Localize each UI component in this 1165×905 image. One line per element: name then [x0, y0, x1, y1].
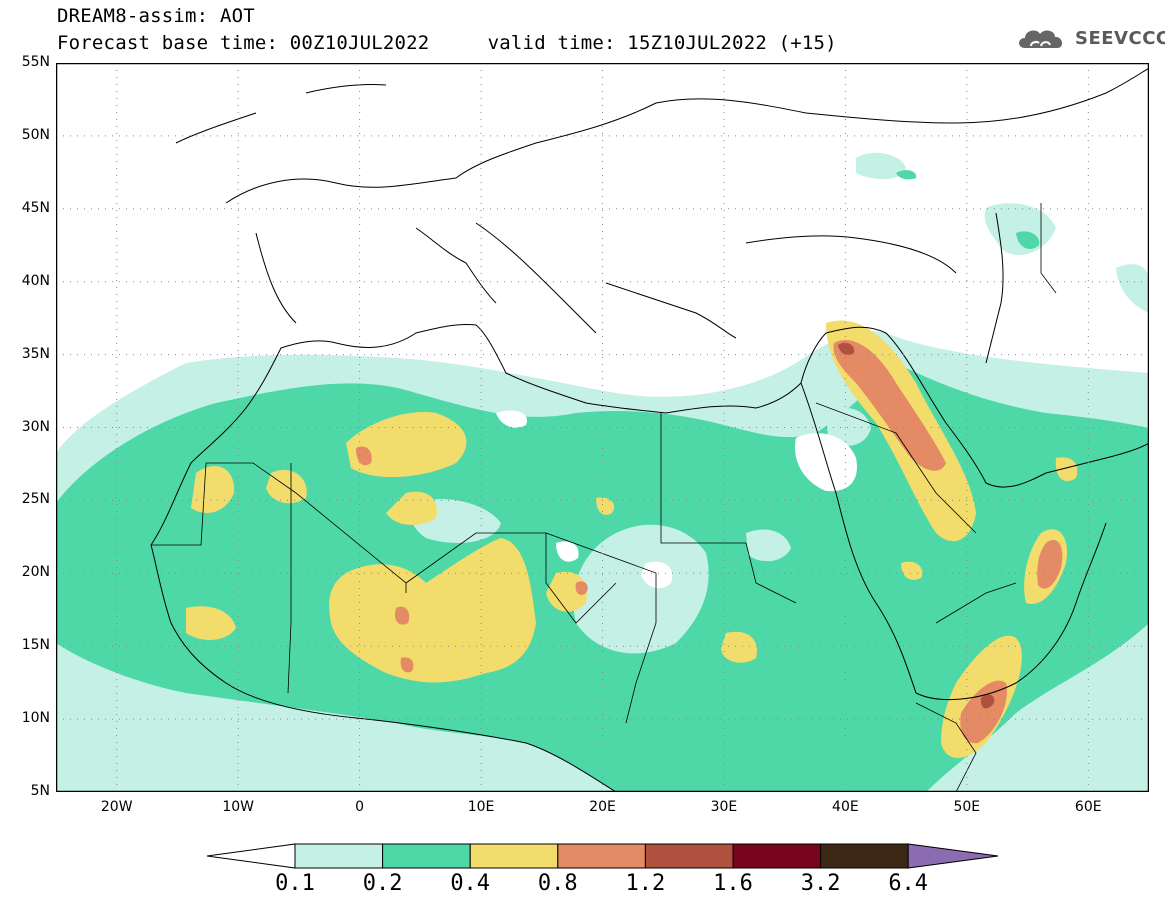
- country-borders: [151, 203, 1057, 792]
- lon-label: 50E: [953, 799, 981, 815]
- lat-label: 15N: [21, 637, 50, 654]
- logo-text: SEEVCCC: [1075, 28, 1165, 49]
- lon-label: 0: [355, 799, 365, 815]
- colorbar-label: 1.2: [625, 871, 666, 896]
- lon-label: 60E: [1074, 799, 1102, 815]
- aot-level-0-8: [356, 339, 1063, 744]
- lat-label: 20N: [21, 564, 50, 581]
- colorbar-label: 0.1: [275, 871, 315, 896]
- cloud-icon: [1019, 30, 1063, 48]
- lon-label: 20E: [589, 799, 616, 815]
- aot-level-1-2: [838, 342, 995, 709]
- colorbar-segment: [732, 843, 822, 869]
- lat-label: 40N: [21, 272, 50, 289]
- lat-label: 45N: [21, 199, 50, 216]
- title-line-1: DREAM8-assim: AOT: [57, 5, 255, 27]
- lat-label: 10N: [21, 710, 50, 727]
- lat-label: 5N: [30, 783, 50, 799]
- colorbar-segment: [469, 843, 559, 869]
- coastlines: [150, 67, 1149, 792]
- colorbar: [206, 843, 999, 869]
- map-area: [56, 63, 1149, 792]
- colorbar-label: 0.2: [362, 871, 403, 896]
- lat-label: 35N: [21, 345, 50, 362]
- colorbar-segment: [557, 843, 646, 869]
- lat-label: 30N: [21, 418, 50, 435]
- lat-label: 25N: [21, 491, 50, 508]
- colorbar-low-arrow: [206, 843, 296, 869]
- title-line-2: Forecast base time: 00Z10JUL2022 valid t…: [57, 32, 837, 54]
- graticule: [56, 63, 1149, 792]
- lat-label: 55N: [21, 54, 50, 70]
- lon-label: 10E: [467, 799, 495, 815]
- seevccc-logo: SEEVCCC: [1015, 22, 1165, 58]
- colorbar-segment: [382, 843, 471, 869]
- lat-label: 50N: [21, 126, 50, 143]
- colorbar-segment: [294, 843, 384, 869]
- colorbar-segment: [820, 843, 909, 869]
- lon-label: 20W: [100, 799, 133, 815]
- colorbar-label: 1.6: [713, 871, 753, 896]
- colorbar-label: 3.2: [800, 871, 841, 896]
- colorbar-label: 6.4: [888, 871, 929, 896]
- colorbar-high-arrow: [907, 843, 999, 869]
- colorbar-segment: [644, 843, 734, 869]
- colorbar-label: 0.4: [450, 871, 491, 896]
- lon-label: 10W: [222, 799, 254, 815]
- lon-label: 30E: [710, 799, 738, 815]
- lon-label: 40E: [832, 799, 859, 815]
- colorbar-label: 0.8: [537, 871, 578, 896]
- map-border: [56, 63, 1149, 792]
